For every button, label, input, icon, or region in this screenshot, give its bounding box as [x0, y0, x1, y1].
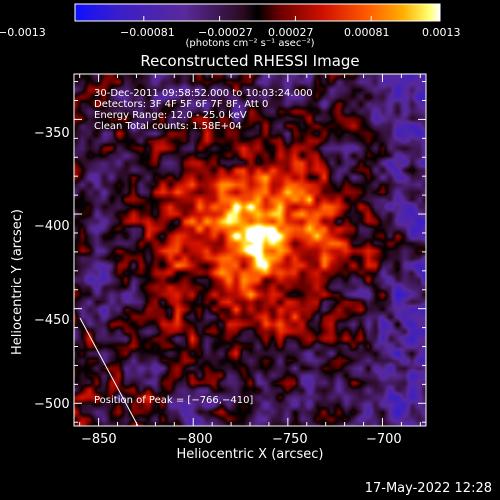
y-tick-label: −350 — [34, 126, 70, 141]
colorbar-gradient — [75, 4, 440, 21]
y-tick-label: −500 — [34, 397, 70, 412]
colorbar-ticks — [74, 16, 441, 21]
colorbar-frame — [74, 3, 441, 22]
x-axis-label: Heliocentric X (arcsec) — [176, 447, 324, 462]
colorbar-tick-label: −0.0013 — [0, 26, 46, 39]
plot-frame — [73, 73, 427, 427]
x-tick-label: −700 — [366, 432, 402, 447]
colorbar-unit-label: (photons cm⁻² s⁻¹ asec⁻²) — [185, 38, 315, 49]
chart-title: Reconstructed RHESSI Image — [140, 52, 360, 70]
y-tick-label: −450 — [34, 313, 70, 328]
colorbar-tick-label: 0.00081 — [344, 26, 390, 39]
solar-limb-line — [79, 317, 139, 427]
plot-timestamp: 17-May-2022 12:28 — [364, 481, 492, 496]
info-line-detectors: Detectors: 3F 4F 5F 6F 7F 8F, Att 0 — [94, 99, 269, 110]
info-line-time-range: 30-Dec-2011 09:58:52.000 to 10:03:24.000 — [94, 88, 313, 99]
y-tick-label: −400 — [34, 219, 70, 234]
colorbar-tick-label: −0.00081 — [120, 26, 175, 39]
x-tick-label: −800 — [177, 432, 213, 447]
colorbar-tick-label: −0.00027 — [198, 26, 253, 39]
peak-position-label: Position of Peak = [−766,−410] — [94, 395, 254, 406]
x-tick-label: −750 — [272, 432, 308, 447]
y-axis-label: Heliocentric Y (arcsec) — [10, 209, 25, 355]
heatmap-image — [74, 74, 426, 426]
colorbar-tick-label: 0.00027 — [268, 26, 314, 39]
info-line-counts: Clean Total counts: 1.58E+04 — [94, 121, 242, 132]
axis-ticks — [74, 74, 426, 426]
colorbar-tick-label: 0.0013 — [422, 26, 461, 39]
info-line-energy-range: Energy Range: 12.0 - 25.0 keV — [94, 110, 247, 121]
x-tick-label: −850 — [81, 432, 117, 447]
